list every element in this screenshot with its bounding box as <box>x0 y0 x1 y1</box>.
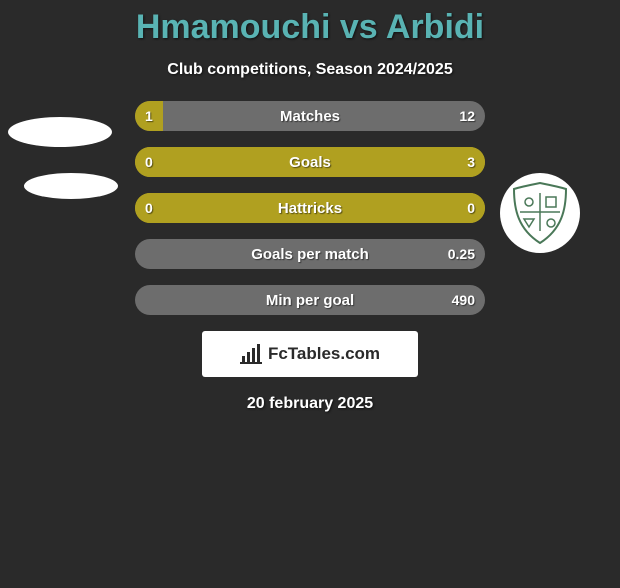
comparison-area: Matches112Goals03Hattricks00Goals per ma… <box>0 101 620 315</box>
stat-value-left: 0 <box>135 147 163 177</box>
stat-row: Hattricks0 0 <box>135 193 485 223</box>
right-team-crest <box>500 173 580 253</box>
left-team-badge-1 <box>8 117 112 147</box>
stat-label: Goals per match <box>135 239 485 269</box>
stat-value-right: 0.25 <box>438 239 485 269</box>
stat-label: Matches <box>135 101 485 131</box>
stat-value-right: 490 <box>442 285 485 315</box>
stat-label: Hattricks <box>135 193 485 223</box>
brand-logo: FcTables.com <box>202 331 418 377</box>
stat-row: Min per goal490 <box>135 285 485 315</box>
stat-value-right: 12 <box>449 101 485 131</box>
subtitle: Club competitions, Season 2024/2025 <box>0 61 620 79</box>
stat-value-right: 3 <box>457 147 485 177</box>
page-title: Hmamouchi vs Arbidi <box>0 8 620 47</box>
stats-bars: Matches112Goals03Hattricks00Goals per ma… <box>135 101 485 315</box>
chart-icon <box>240 344 262 364</box>
stat-label: Goals <box>135 147 485 177</box>
brand-text: FcTables.com <box>268 344 380 364</box>
stat-row: Matches1 12 <box>135 101 485 131</box>
left-team-badge-2 <box>24 173 118 199</box>
stat-value-left: 0 <box>135 193 163 223</box>
crest-icon <box>512 181 568 245</box>
stat-value-left: 1 <box>135 101 163 131</box>
footer-date: 20 february 2025 <box>0 395 620 413</box>
stat-row: Goals per match0.25 <box>135 239 485 269</box>
stat-row: Goals0 3 <box>135 147 485 177</box>
stat-label: Min per goal <box>135 285 485 315</box>
stat-value-right: 0 <box>457 193 485 223</box>
